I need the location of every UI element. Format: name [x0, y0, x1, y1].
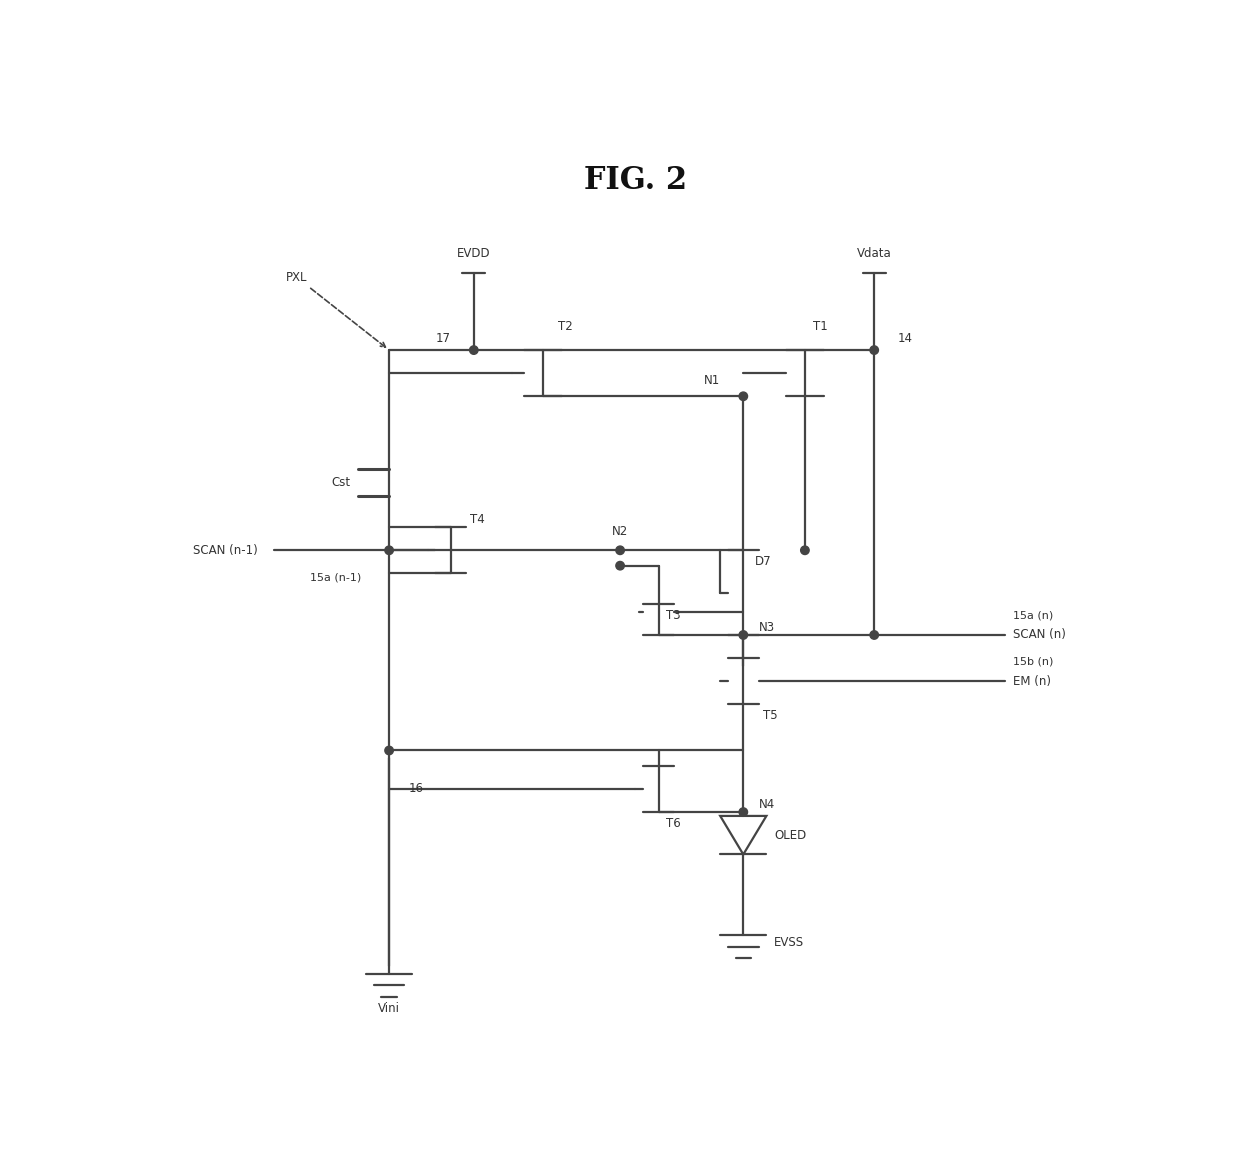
Text: T2: T2 [558, 320, 573, 334]
Text: OLED: OLED [774, 829, 806, 841]
Text: 15a (n): 15a (n) [1013, 611, 1053, 621]
Text: T6: T6 [666, 817, 681, 830]
Text: T3: T3 [666, 609, 681, 622]
Circle shape [384, 747, 393, 755]
Circle shape [801, 546, 810, 554]
Text: FIG. 2: FIG. 2 [584, 165, 687, 196]
Text: 17: 17 [435, 332, 450, 345]
Text: 16: 16 [408, 783, 423, 796]
Circle shape [616, 546, 624, 554]
Text: 15a (n-1): 15a (n-1) [310, 572, 361, 582]
Circle shape [739, 393, 748, 401]
Text: T4: T4 [470, 513, 485, 526]
Circle shape [870, 346, 878, 354]
Text: EVDD: EVDD [458, 247, 491, 260]
Text: T1: T1 [812, 320, 827, 334]
Circle shape [870, 631, 878, 639]
Text: 14: 14 [898, 332, 913, 345]
Text: 15b (n): 15b (n) [1013, 657, 1053, 667]
Text: SCAN (n-1): SCAN (n-1) [193, 544, 258, 557]
Text: N1: N1 [704, 374, 720, 388]
Text: N3: N3 [759, 621, 775, 634]
Circle shape [739, 808, 748, 817]
Circle shape [470, 346, 479, 354]
Text: Vdata: Vdata [857, 247, 892, 260]
Text: EVSS: EVSS [774, 936, 805, 949]
Text: N4: N4 [759, 798, 775, 811]
Circle shape [616, 561, 624, 570]
Text: Vini: Vini [378, 1002, 401, 1015]
Text: EM (n): EM (n) [1013, 675, 1050, 688]
Circle shape [384, 546, 393, 554]
Text: D7: D7 [755, 556, 771, 568]
Circle shape [739, 631, 748, 639]
Text: SCAN (n): SCAN (n) [1013, 628, 1065, 641]
Text: Cst: Cst [331, 476, 351, 490]
Text: PXL: PXL [286, 271, 386, 347]
Text: N2: N2 [613, 525, 629, 538]
Text: T5: T5 [763, 709, 777, 722]
